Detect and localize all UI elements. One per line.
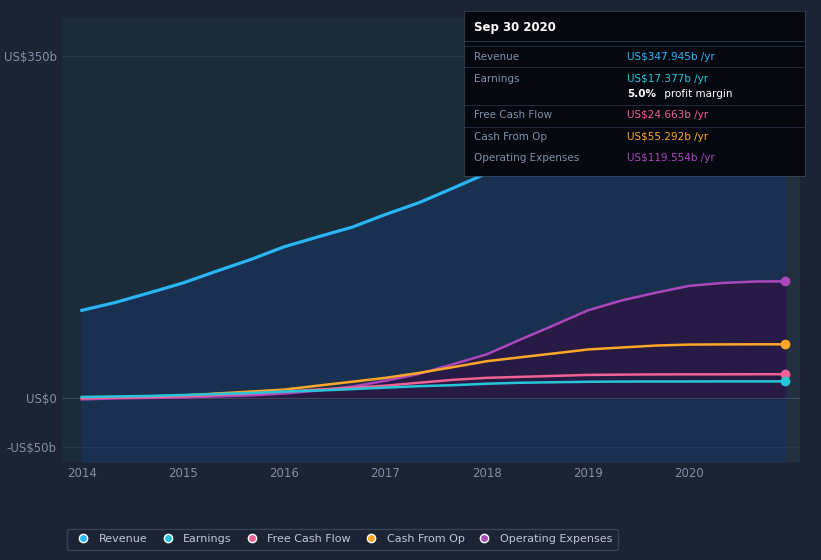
Text: US$347.945b /yr: US$347.945b /yr [627, 53, 715, 63]
Text: profit margin: profit margin [662, 89, 733, 99]
Text: Free Cash Flow: Free Cash Flow [474, 110, 553, 120]
Text: US$119.554b /yr: US$119.554b /yr [627, 153, 715, 163]
Text: Sep 30 2020: Sep 30 2020 [474, 21, 556, 34]
Text: Operating Expenses: Operating Expenses [474, 153, 580, 163]
Legend: Revenue, Earnings, Free Cash Flow, Cash From Op, Operating Expenses: Revenue, Earnings, Free Cash Flow, Cash … [67, 529, 618, 550]
Bar [588, 17, 800, 462]
Text: Revenue: Revenue [474, 53, 519, 63]
Text: US$55.292b /yr: US$55.292b /yr [627, 132, 709, 142]
Text: 5.0%: 5.0% [627, 89, 657, 99]
Text: Earnings: Earnings [474, 74, 520, 84]
Text: US$17.377b /yr: US$17.377b /yr [627, 74, 709, 84]
Text: Cash From Op: Cash From Op [474, 132, 547, 142]
Text: US$24.663b /yr: US$24.663b /yr [627, 110, 709, 120]
